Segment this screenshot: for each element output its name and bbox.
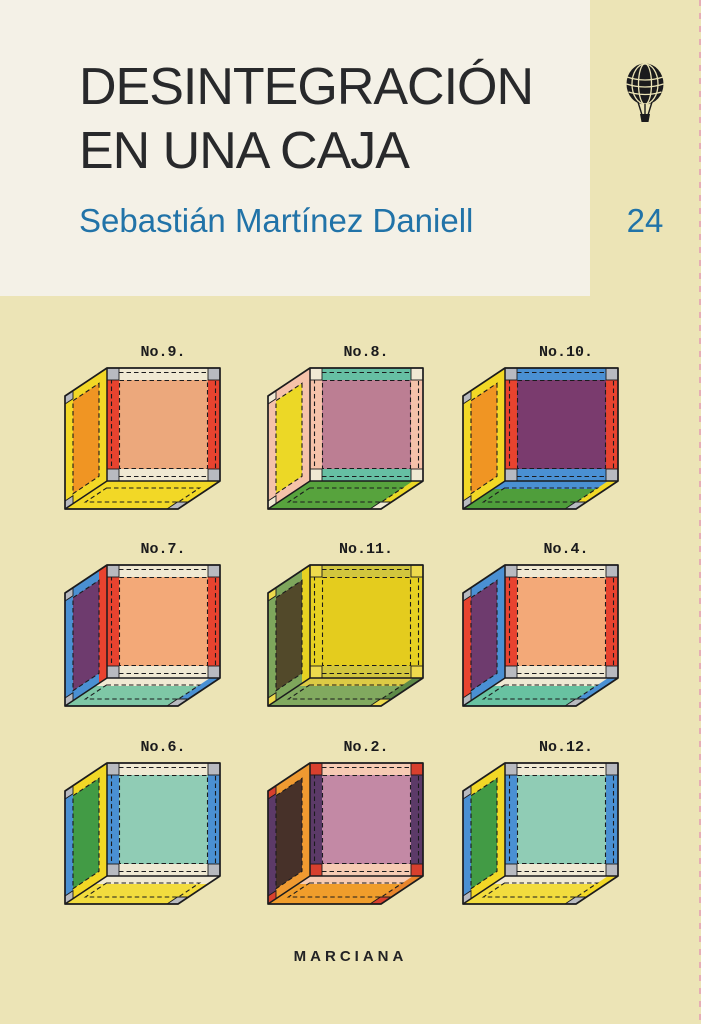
title-line-2: EN UNA CAJA bbox=[79, 122, 410, 180]
title-panel bbox=[0, 0, 590, 296]
cube-illustration bbox=[462, 367, 619, 510]
cube-illustration bbox=[267, 762, 424, 905]
cube-illustration bbox=[64, 367, 221, 510]
book-title: DESINTEGRACIÓN EN UNA CAJA bbox=[79, 55, 534, 183]
cube-illustration bbox=[267, 564, 424, 707]
cube-label: No.2. bbox=[343, 739, 389, 756]
author-name: Sebastián Martínez Daniell bbox=[79, 202, 474, 239]
page-edge-marks bbox=[699, 0, 701, 1024]
cube-illustration bbox=[462, 564, 619, 707]
cube-label: No.9. bbox=[140, 344, 186, 361]
cube-label: No.6. bbox=[140, 739, 186, 756]
cube-label: No.10. bbox=[538, 344, 593, 361]
cube-illustration bbox=[462, 762, 619, 905]
cube-label: No.4. bbox=[543, 541, 589, 558]
cube-illustration bbox=[64, 762, 221, 905]
publisher-logotype: MARCIANA bbox=[293, 948, 408, 965]
cube-illustration bbox=[64, 564, 221, 707]
hot-air-balloon-icon bbox=[619, 62, 671, 131]
cube-label: No.11. bbox=[338, 541, 393, 558]
cube-label: No.7. bbox=[140, 541, 186, 558]
collection-number: 24 bbox=[626, 202, 664, 239]
title-line-1: DESINTEGRACIÓN bbox=[79, 58, 534, 116]
cube-label: No.12. bbox=[538, 739, 593, 756]
cube-label: No.8. bbox=[343, 344, 389, 361]
cube-illustration bbox=[267, 367, 424, 510]
